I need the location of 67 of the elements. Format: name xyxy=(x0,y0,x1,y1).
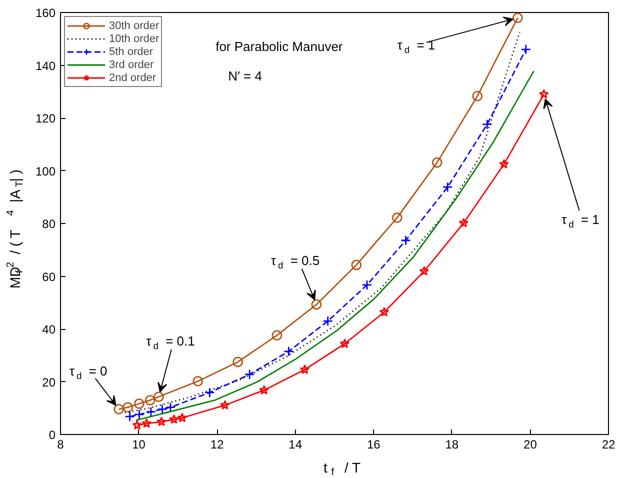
x-tick-label: 12 xyxy=(210,438,224,452)
point xyxy=(244,369,255,380)
point xyxy=(132,420,142,430)
point xyxy=(351,260,362,270)
annotation: for Parabolic Manuver xyxy=(216,38,344,54)
point xyxy=(192,376,204,386)
point xyxy=(220,400,230,410)
legend-label: 10th order xyxy=(109,32,160,45)
annotation: N′ = 4 xyxy=(228,68,262,84)
x-tick-label: 14 xyxy=(288,438,302,452)
point xyxy=(520,44,532,55)
point xyxy=(442,182,453,192)
legend-label: 3rd order xyxy=(109,58,154,71)
point xyxy=(142,418,152,428)
legend-label: 2nd order xyxy=(109,71,156,84)
y-axis-title: MDf2 / ( T4 |AT| ) xyxy=(6,169,26,288)
point xyxy=(472,90,483,102)
point xyxy=(114,404,124,414)
point xyxy=(482,119,492,130)
point xyxy=(122,402,134,413)
point xyxy=(124,411,135,422)
y-tick-label: 160 xyxy=(35,6,56,20)
y-tick-label: 120 xyxy=(35,112,56,126)
point xyxy=(499,158,509,168)
point xyxy=(272,330,282,341)
y-tick-label: 100 xyxy=(35,164,56,178)
legend-label: 30th order xyxy=(109,19,160,32)
point xyxy=(458,218,469,228)
x-tick-label: 16 xyxy=(366,438,381,452)
point xyxy=(538,89,549,99)
point xyxy=(144,395,156,406)
point xyxy=(232,356,244,368)
point xyxy=(177,412,188,422)
point xyxy=(154,392,164,402)
y-tick-label: 60 xyxy=(42,270,56,284)
point xyxy=(311,299,322,310)
point xyxy=(169,414,179,424)
point xyxy=(512,12,523,23)
y-tick-label: 20 xyxy=(42,375,56,390)
point xyxy=(322,316,334,326)
point xyxy=(379,306,390,316)
point xyxy=(146,406,156,418)
point xyxy=(156,416,166,426)
y-tick-label: 0 xyxy=(48,428,56,442)
x-tick-label: 18 xyxy=(445,438,459,452)
point xyxy=(300,364,310,374)
x-tick-label: 8 xyxy=(57,438,64,452)
x-tick-label: 20 xyxy=(524,438,538,452)
point xyxy=(165,402,176,413)
y-tick-label: 140 xyxy=(35,58,56,73)
point xyxy=(157,404,168,414)
point xyxy=(204,387,215,398)
point xyxy=(362,280,372,290)
point xyxy=(340,338,350,348)
point xyxy=(284,346,294,357)
point xyxy=(400,235,411,246)
x-tick-label: 22 xyxy=(602,438,616,452)
y-tick-label: 80 xyxy=(42,217,56,231)
y-tick-label: 40 xyxy=(42,322,56,336)
point xyxy=(259,384,270,395)
x-tick-label: 10 xyxy=(132,438,146,452)
point xyxy=(134,398,144,409)
point xyxy=(134,409,144,420)
point xyxy=(432,157,442,168)
legend-label: 5th order xyxy=(109,45,154,58)
point xyxy=(392,212,402,223)
point xyxy=(419,266,430,276)
